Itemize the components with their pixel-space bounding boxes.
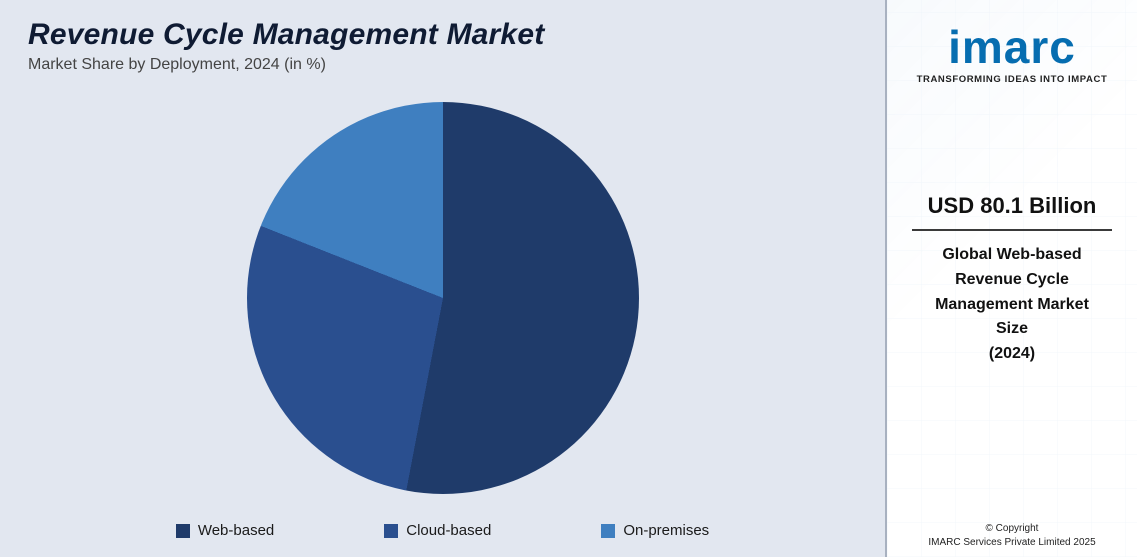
logo-text: imarc <box>917 24 1108 70</box>
chart-subtitle: Market Share by Deployment, 2024 (in %) <box>28 56 857 74</box>
logo-tagline: TRANSFORMING IDEAS INTO IMPACT <box>917 74 1108 85</box>
legend-swatch <box>601 524 615 538</box>
stat-desc-line: (2024) <box>901 342 1123 367</box>
side-panel: imarc TRANSFORMING IDEAS INTO IMPACT USD… <box>885 0 1137 557</box>
stat-desc-line: Revenue Cycle <box>901 268 1123 293</box>
stat-desc-line: Management Market <box>901 293 1123 318</box>
stat-value: USD 80.1 Billion <box>901 193 1123 219</box>
stat-desc-line: Size <box>901 317 1123 342</box>
legend-swatch <box>384 524 398 538</box>
legend-label: On-premises <box>623 522 709 539</box>
legend: Web-based Cloud-based On-premises <box>28 522 857 545</box>
legend-item-on-premises: On-premises <box>601 522 709 539</box>
legend-label: Web-based <box>198 522 274 539</box>
pie-wrap <box>28 74 857 522</box>
brand-logo: imarc TRANSFORMING IDEAS INTO IMPACT <box>917 24 1108 85</box>
pie-chart <box>247 102 639 494</box>
legend-label: Cloud-based <box>406 522 491 539</box>
chart-title: Revenue Cycle Management Market <box>28 18 857 52</box>
legend-swatch <box>176 524 190 538</box>
stat-block: USD 80.1 Billion Global Web-based Revenu… <box>901 193 1123 367</box>
stat-desc-line: Global Web-based <box>901 243 1123 268</box>
stat-description: Global Web-based Revenue Cycle Managemen… <box>901 243 1123 367</box>
copyright-line: IMARC Services Private Limited 2025 <box>887 536 1137 550</box>
copyright: © Copyright IMARC Services Private Limit… <box>887 522 1137 549</box>
legend-item-cloud-based: Cloud-based <box>384 522 491 539</box>
legend-item-web-based: Web-based <box>176 522 274 539</box>
chart-panel: Revenue Cycle Management Market Market S… <box>0 0 885 557</box>
stat-divider <box>912 229 1112 231</box>
copyright-line: © Copyright <box>887 522 1137 536</box>
page-container: Revenue Cycle Management Market Market S… <box>0 0 1137 557</box>
